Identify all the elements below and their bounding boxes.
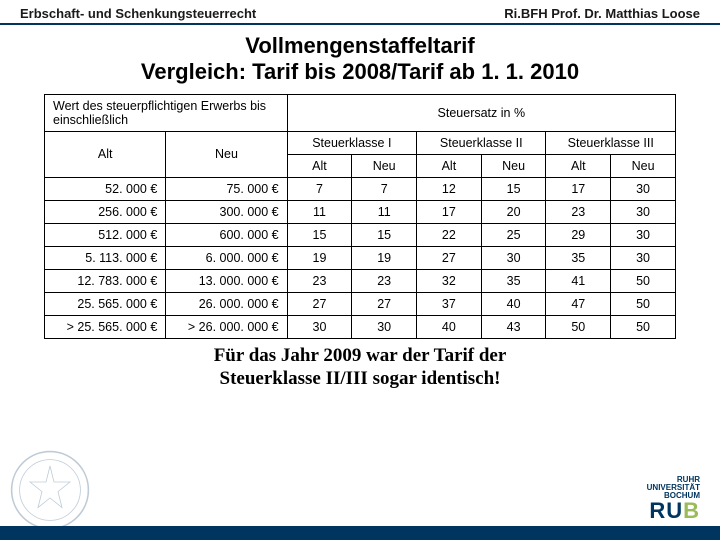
caption: Für das Jahr 2009 war der Tarif der Steu… <box>0 345 720 391</box>
table-row: 256. 000 €300. 000 €111117202330 <box>45 200 676 223</box>
cell-rate: 30 <box>611 177 676 200</box>
header-bar: Erbschaft- und Schenkungsteuerrecht Ri.B… <box>0 0 720 25</box>
cell-alt-wert: 512. 000 € <box>45 223 166 246</box>
rub-logo: RUHR UNIVERSITÄT BOCHUM RUB <box>647 476 700 522</box>
cell-rate: 11 <box>287 200 352 223</box>
title-line1: Vollmengenstaffeltarif <box>245 33 474 58</box>
th-wert: Wert des steuerpflichtigen Erwerbs bis e… <box>45 94 288 131</box>
cell-rate: 50 <box>611 269 676 292</box>
table-row: > 25. 565. 000 €> 26. 000. 000 €30304043… <box>45 315 676 338</box>
cell-rate: 15 <box>287 223 352 246</box>
cell-rate: 30 <box>481 246 546 269</box>
cell-rate: 32 <box>417 269 482 292</box>
cell-alt-wert: 25. 565. 000 € <box>45 292 166 315</box>
cell-rate: 30 <box>287 315 352 338</box>
cell-rate: 7 <box>352 177 417 200</box>
caption-line1: Für das Jahr 2009 war der Tarif der <box>214 345 507 366</box>
cell-neu-wert: > 26. 000. 000 € <box>166 315 287 338</box>
cell-rate: 30 <box>611 223 676 246</box>
table-row: 5. 113. 000 €6. 000. 000 €191927303530 <box>45 246 676 269</box>
th-sub-alt: Alt <box>417 154 482 177</box>
cell-alt-wert: 256. 000 € <box>45 200 166 223</box>
header-left: Erbschaft- und Schenkungsteuerrecht <box>20 6 256 21</box>
cell-rate: 15 <box>481 177 546 200</box>
cell-neu-wert: 26. 000. 000 € <box>166 292 287 315</box>
cell-rate: 23 <box>287 269 352 292</box>
cell-rate: 17 <box>546 177 611 200</box>
table-row: 512. 000 €600. 000 €151522252930 <box>45 223 676 246</box>
cell-rate: 23 <box>352 269 417 292</box>
cell-rate: 11 <box>352 200 417 223</box>
cell-neu-wert: 6. 000. 000 € <box>166 246 287 269</box>
cell-rate: 30 <box>352 315 417 338</box>
cell-neu-wert: 13. 000. 000 € <box>166 269 287 292</box>
th-sub-neu: Neu <box>481 154 546 177</box>
cell-rate: 19 <box>352 246 417 269</box>
cell-rate: 30 <box>611 200 676 223</box>
cell-rate: 17 <box>417 200 482 223</box>
cell-rate: 30 <box>611 246 676 269</box>
footer-bar <box>0 526 720 540</box>
cell-rate: 23 <box>546 200 611 223</box>
cell-rate: 27 <box>352 292 417 315</box>
cell-rate: 20 <box>481 200 546 223</box>
cell-rate: 40 <box>417 315 482 338</box>
brand: RU <box>649 498 683 523</box>
cell-neu-wert: 600. 000 € <box>166 223 287 246</box>
cell-rate: 37 <box>417 292 482 315</box>
cell-rate: 41 <box>546 269 611 292</box>
university-seal-icon <box>10 450 90 530</box>
cell-alt-wert: 12. 783. 000 € <box>45 269 166 292</box>
th-sk2: Steuerklasse II <box>417 131 546 154</box>
cell-rate: 22 <box>417 223 482 246</box>
cell-rate: 27 <box>417 246 482 269</box>
brand-accent: B <box>683 498 700 523</box>
cell-alt-wert: 5. 113. 000 € <box>45 246 166 269</box>
th-alt: Alt <box>45 131 166 177</box>
cell-rate: 43 <box>481 315 546 338</box>
cell-alt-wert: 52. 000 € <box>45 177 166 200</box>
tariff-table: Wert des steuerpflichtigen Erwerbs bis e… <box>44 94 676 339</box>
cell-rate: 15 <box>352 223 417 246</box>
cell-rate: 50 <box>611 292 676 315</box>
th-sk1: Steuerklasse I <box>287 131 416 154</box>
cell-neu-wert: 300. 000 € <box>166 200 287 223</box>
th-sk3: Steuerklasse III <box>546 131 676 154</box>
cell-rate: 12 <box>417 177 482 200</box>
cell-rate: 27 <box>287 292 352 315</box>
th-sub-alt: Alt <box>287 154 352 177</box>
cell-rate: 19 <box>287 246 352 269</box>
cell-rate: 29 <box>546 223 611 246</box>
caption-line2: Steuerklasse II/III sogar identisch! <box>220 368 501 389</box>
table-row: 25. 565. 000 €26. 000. 000 €272737404750 <box>45 292 676 315</box>
header-right: Ri.BFH Prof. Dr. Matthias Loose <box>504 6 700 21</box>
cell-rate: 40 <box>481 292 546 315</box>
th-neu: Neu <box>166 131 287 177</box>
cell-rate: 35 <box>546 246 611 269</box>
th-sub-neu: Neu <box>352 154 417 177</box>
cell-rate: 7 <box>287 177 352 200</box>
title-line2: Vergleich: Tarif bis 2008/Tarif ab 1. 1.… <box>141 59 579 84</box>
cell-rate: 25 <box>481 223 546 246</box>
cell-rate: 35 <box>481 269 546 292</box>
th-sub-alt: Alt <box>546 154 611 177</box>
th-rate: Steuersatz in % <box>287 94 675 131</box>
cell-neu-wert: 75. 000 € <box>166 177 287 200</box>
cell-rate: 50 <box>611 315 676 338</box>
cell-rate: 50 <box>546 315 611 338</box>
table-row: 12. 783. 000 €13. 000. 000 €232332354150 <box>45 269 676 292</box>
cell-alt-wert: > 25. 565. 000 € <box>45 315 166 338</box>
table-row: 52. 000 €75. 000 €7712151730 <box>45 177 676 200</box>
th-sub-neu: Neu <box>611 154 676 177</box>
title-block: Vollmengenstaffeltarif Vergleich: Tarif … <box>0 25 720 94</box>
cell-rate: 47 <box>546 292 611 315</box>
